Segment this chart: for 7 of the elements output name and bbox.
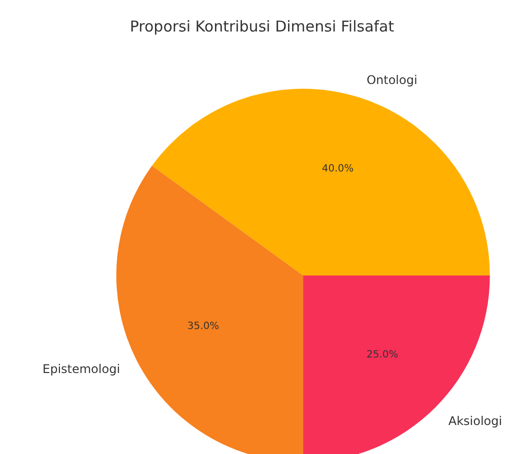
slice-label: Ontologi	[366, 72, 418, 87]
chart-title: Proporsi Kontribusi Dimensi Filsafat	[130, 18, 394, 36]
slice-label: Aksiologi	[448, 414, 502, 428]
data-label: 35.0%	[187, 320, 220, 332]
data-label: 40.0%	[322, 163, 354, 174]
slice-label: Epistemologi	[42, 362, 120, 376]
data-label: 25.0%	[366, 349, 398, 360]
